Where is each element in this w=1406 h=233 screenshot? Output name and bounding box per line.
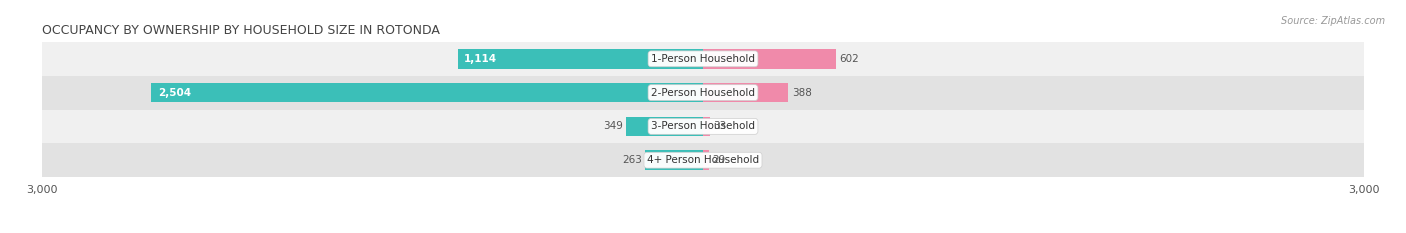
Text: 29: 29 [713, 155, 725, 165]
Text: 2-Person Household: 2-Person Household [651, 88, 755, 98]
Bar [703, 49, 835, 69]
Bar [152, 83, 703, 103]
Text: 1,114: 1,114 [464, 54, 498, 64]
Text: 263: 263 [621, 155, 641, 165]
Bar [457, 49, 703, 69]
Text: 33: 33 [714, 121, 727, 131]
Text: 3-Person Household: 3-Person Household [651, 121, 755, 131]
Text: 602: 602 [839, 54, 859, 64]
Bar [42, 42, 1364, 76]
Text: 4+ Person Household: 4+ Person Household [647, 155, 759, 165]
Bar [645, 150, 703, 170]
Text: 1-Person Household: 1-Person Household [651, 54, 755, 64]
Text: Source: ZipAtlas.com: Source: ZipAtlas.com [1281, 16, 1385, 26]
Text: 2,504: 2,504 [157, 88, 191, 98]
Text: OCCUPANCY BY OWNERSHIP BY HOUSEHOLD SIZE IN ROTONDA: OCCUPANCY BY OWNERSHIP BY HOUSEHOLD SIZE… [42, 24, 440, 37]
Bar [42, 143, 1364, 177]
Bar [703, 116, 710, 136]
Bar [42, 110, 1364, 143]
Bar [42, 76, 1364, 110]
Text: 388: 388 [792, 88, 811, 98]
Bar [626, 116, 703, 136]
Bar [703, 83, 789, 103]
Text: 349: 349 [603, 121, 623, 131]
Bar [703, 150, 710, 170]
